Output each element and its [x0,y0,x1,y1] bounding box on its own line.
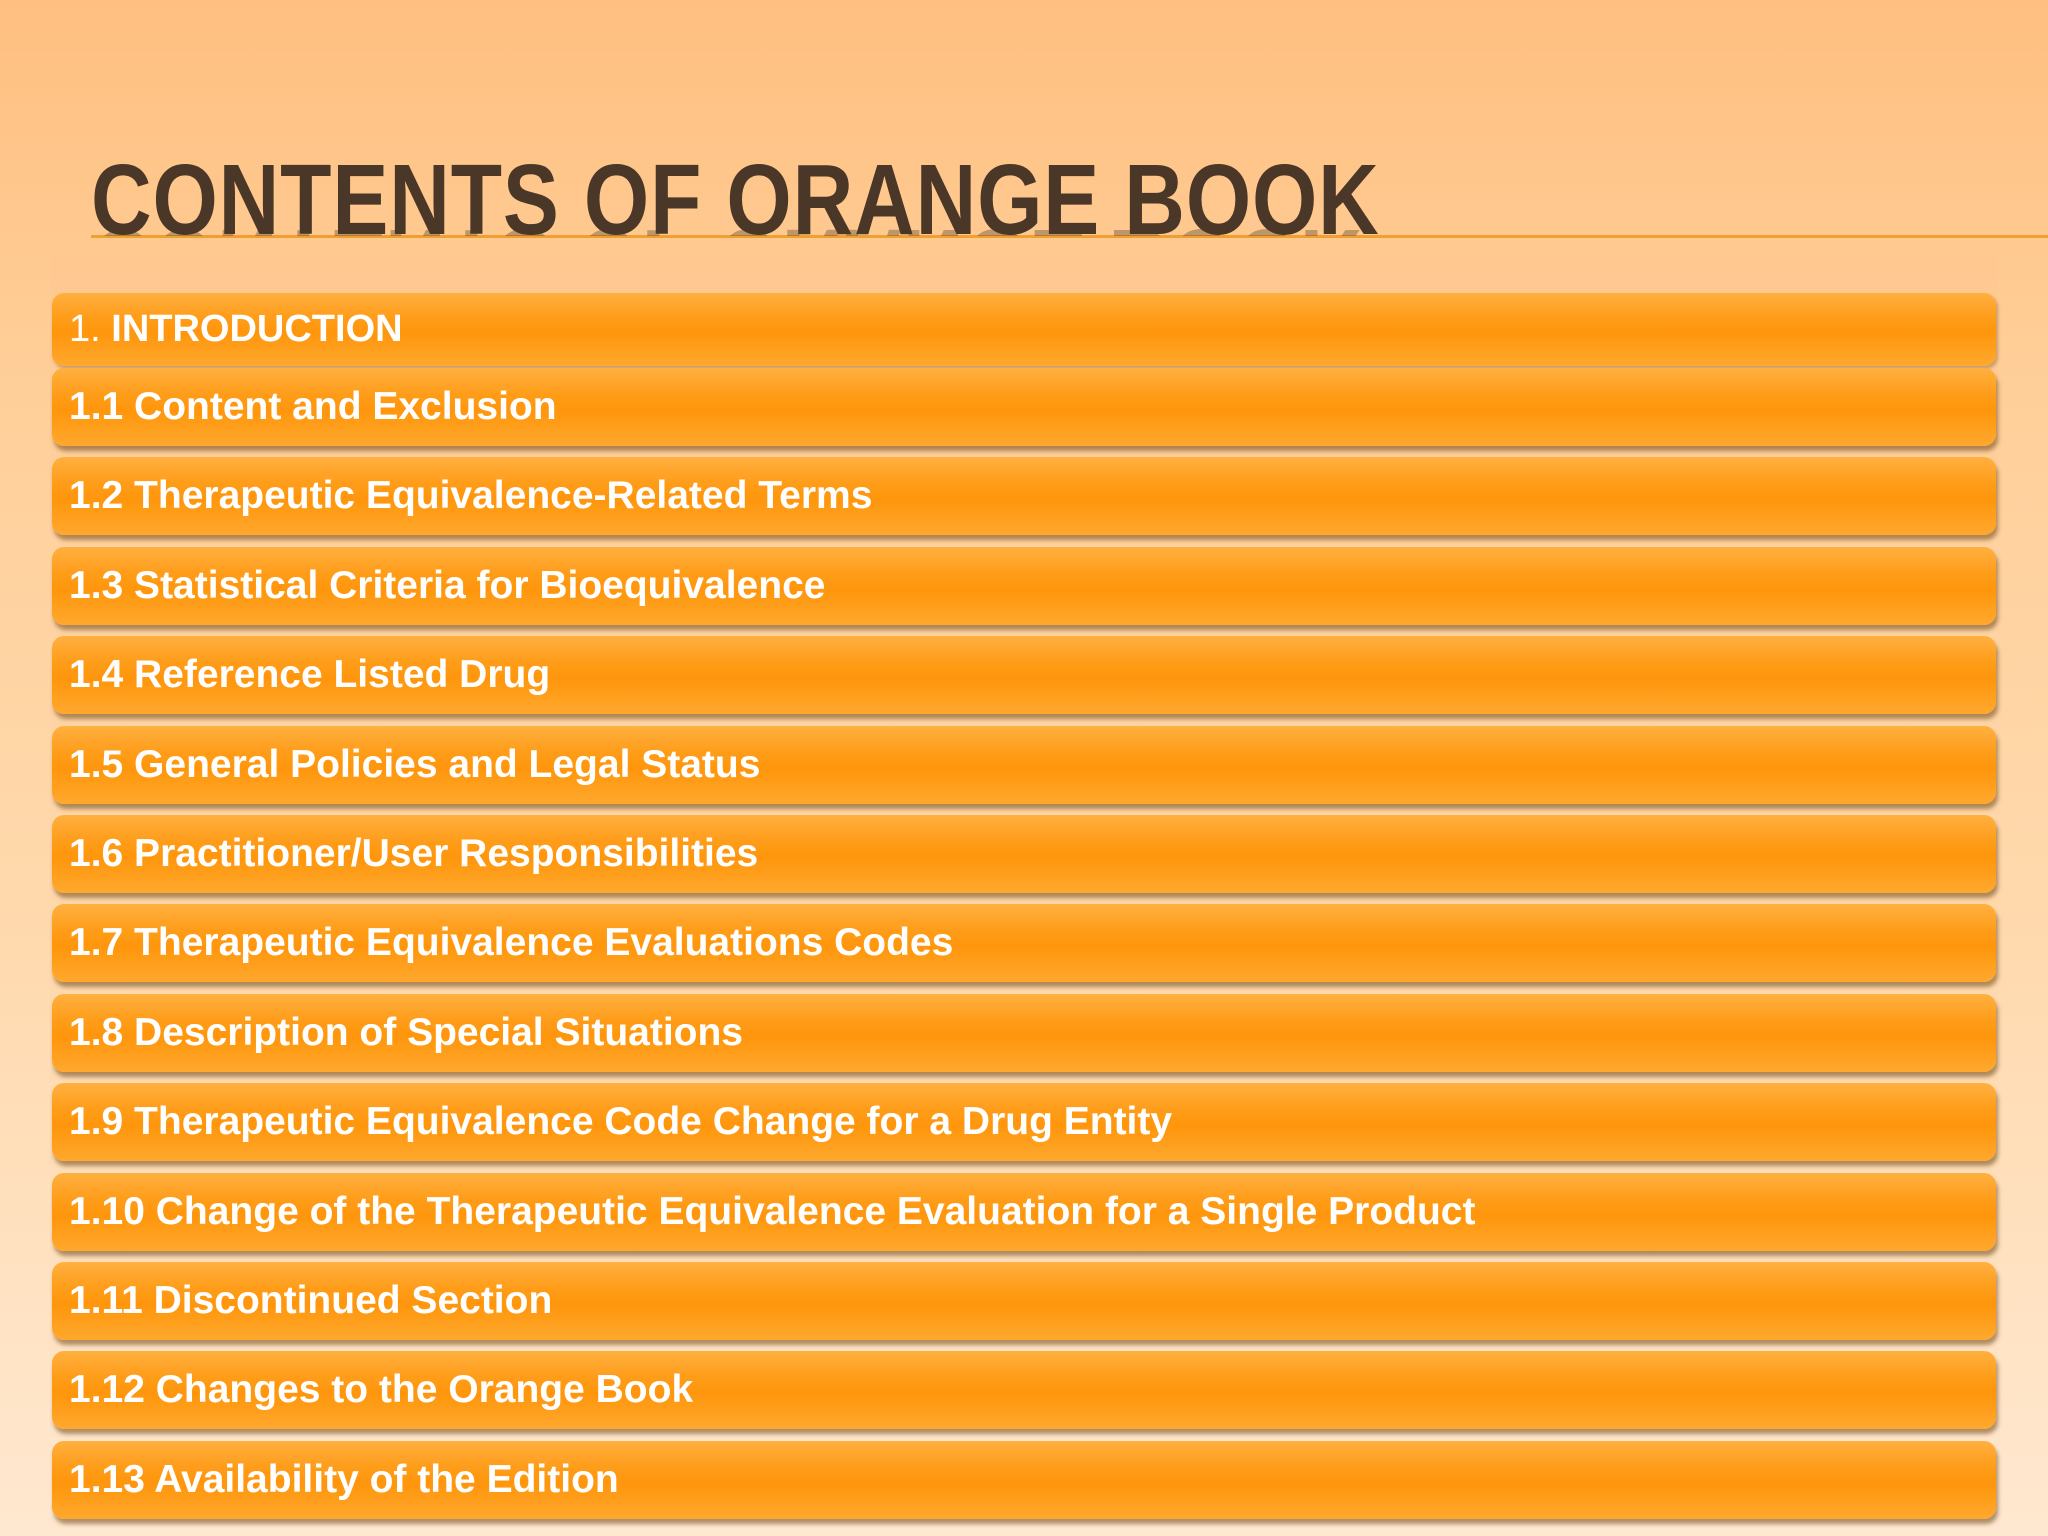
intro-label: INTRODUCTION [111,308,403,350]
list-item: 1.6 Practitioner/User Responsibilities [52,815,1996,893]
list-item: 1.2 Therapeutic Equivalence-Related Term… [52,457,1996,536]
list-item: 1.1 Content and Exclusion [52,368,1996,446]
list-item: 1.8 Description of Special Situations [52,993,1996,1072]
list-item: 1.9 Therapeutic Equivalence Code Change … [52,1083,1996,1162]
title-divider [91,235,2048,238]
list-item: 1.13 Availability of the Edition [52,1440,1996,1519]
list-item: 1.4 Reference Listed Drug [52,636,1996,715]
list-item: 1.11 Discontinued Section [52,1262,1996,1340]
content-panel [50,255,1998,1536]
list-item: 1.10 Change of the Therapeutic Equivalen… [52,1172,1996,1251]
intro-number: 1. [69,308,101,350]
list-item: 1.5 General Policies and Legal Status [52,725,1996,804]
list-item: 1.3 Statistical Criteria for Bioequivale… [52,546,1996,625]
list-item: 1.7 Therapeutic Equivalence Evaluations … [52,904,1996,983]
title-reflection: CONTENTS OF ORANGE BOOK [91,214,1360,236]
slide-title: CONTENTS OF ORANGE BOOK [91,144,1380,256]
list-item: 1.12 Changes to the Orange Book [52,1351,1996,1430]
list-item-introduction: 1. INTRODUCTION [52,293,1996,366]
